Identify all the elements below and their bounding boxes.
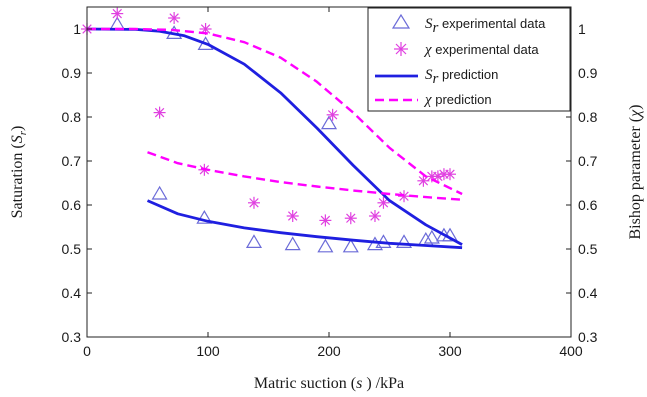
- series-5-line: [147, 151, 463, 201]
- asterisk-data-point: [168, 12, 181, 24]
- x-tick-label: 400: [559, 343, 583, 359]
- series-2-line: [86, 27, 463, 246]
- asterisk-data-point: [153, 106, 166, 119]
- series-layer: [81, 7, 463, 253]
- y-tick-label-left: 0.6: [62, 197, 82, 213]
- triangle-data-point: [317, 238, 334, 253]
- asterisk-data-point: [344, 212, 357, 225]
- asterisk-data-point: [417, 174, 430, 187]
- y-tick-label-left: 0.3: [62, 329, 82, 345]
- triangle-data-point: [284, 236, 301, 251]
- x-tick-label: 300: [438, 343, 462, 359]
- y-axis-right-title: Bishop parameter (χ): [627, 105, 644, 240]
- svg-text:χ prediction: χ prediction: [423, 92, 492, 108]
- triangle-data-point: [151, 185, 168, 200]
- svg-text:χ experimental data: χ experimental data: [423, 42, 539, 58]
- asterisk-data-point: [286, 210, 299, 222]
- triangle-data-point: [245, 234, 263, 248]
- y-tick-label-right: 0.5: [578, 241, 598, 257]
- x-tick-label: 200: [317, 343, 341, 359]
- legend-entry-chi-data: χ experimental data: [394, 42, 539, 58]
- asterisk-marker-icon: [394, 42, 408, 56]
- y-tick-label-left: 1: [73, 21, 81, 37]
- y-tick-label-left: 0.7: [62, 153, 82, 169]
- asterisk-data-point: [247, 196, 260, 209]
- y-tick-label-right: 0.7: [578, 153, 598, 169]
- triangle-data-point: [342, 238, 359, 253]
- x-tick-label: 100: [196, 343, 220, 359]
- y-tick-label-left: 0.4: [62, 285, 82, 301]
- svg-text:Sr experimental data: Sr experimental data: [425, 16, 546, 36]
- asterisk-data-point: [326, 108, 339, 121]
- legend-box: [367, 7, 571, 112]
- x-tick-label: 0: [83, 343, 91, 359]
- y-tick-label-right: 0.3: [578, 329, 598, 345]
- y-tick-label-left: 0.5: [62, 241, 82, 257]
- y-tick-label-right: 0.4: [578, 285, 598, 301]
- y-tick-label-right: 0.8: [578, 109, 598, 125]
- series-3-line: [146, 199, 463, 250]
- y-tick-label-right: 0.9: [578, 65, 598, 81]
- triangle-data-point: [196, 210, 213, 224]
- series-4-line: [87, 27, 463, 196]
- triangle-data-point: [395, 234, 413, 248]
- asterisk-data-point: [368, 210, 381, 222]
- y-tick-label-left: 0.8: [62, 109, 82, 125]
- legend: Sr experimental data χ experimental data…: [367, 7, 571, 112]
- y-tick-label-right: 1: [578, 21, 586, 37]
- x-axis-title: Matric suction (s ) /kPa: [254, 375, 404, 392]
- triangle-marker-icon: [391, 13, 411, 29]
- asterisk-data-point: [444, 168, 456, 181]
- y-tick-label-right: 0.6: [578, 197, 598, 213]
- y-tick-label-left: 0.9: [62, 65, 82, 81]
- triangle-data-point: [320, 115, 338, 130]
- legend-entry-sr-prediction: Sr prediction: [375, 67, 498, 87]
- triangle-data-point: [423, 229, 440, 244]
- svg-text:Sr prediction: Sr prediction: [425, 67, 498, 87]
- asterisk-data-point: [111, 7, 124, 20]
- legend-entry-chi-prediction: χ prediction: [375, 92, 492, 108]
- asterisk-data-point: [319, 214, 332, 227]
- y-axis-left-title: Saturation (Sr): [9, 126, 29, 219]
- asterisk-data-point: [377, 196, 390, 209]
- legend-entry-sr-data: Sr experimental data: [391, 13, 546, 36]
